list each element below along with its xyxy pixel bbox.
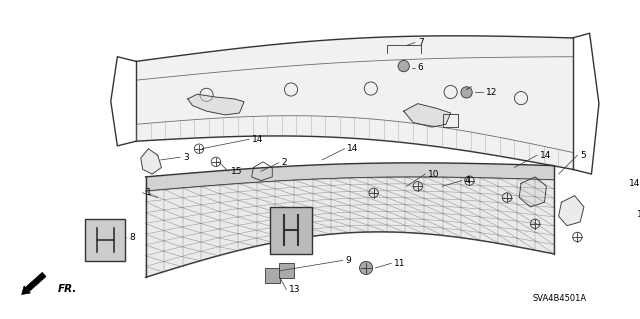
Text: 1: 1 [145,188,151,197]
Bar [443,114,458,127]
Text: FR.: FR. [58,284,77,293]
Text: 6: 6 [418,63,424,72]
Text: 10: 10 [428,170,440,179]
Bar [279,263,294,278]
Text: 7: 7 [418,38,424,47]
Text: 2: 2 [282,158,287,167]
Text: 12: 12 [486,88,498,97]
FancyArrow shape [22,272,46,294]
Polygon shape [559,196,584,226]
Text: SVA4B4501A: SVA4B4501A [532,294,587,303]
Text: 14: 14 [348,144,359,153]
Polygon shape [404,104,451,127]
Text: 14: 14 [629,179,640,188]
Text: 11: 11 [394,259,406,268]
Text: 4: 4 [465,176,470,185]
Bar [265,268,280,283]
Polygon shape [141,149,161,174]
Text: 15: 15 [231,167,243,176]
Bar [85,219,125,261]
Bar [270,207,312,254]
Polygon shape [519,177,547,207]
Text: 15: 15 [637,210,640,219]
Circle shape [398,61,410,72]
Polygon shape [188,94,244,115]
Text: 8: 8 [129,234,135,242]
Text: 13: 13 [289,285,301,294]
Text: 14: 14 [252,135,263,144]
Circle shape [461,87,472,98]
Text: 5: 5 [580,151,586,160]
Circle shape [360,261,372,275]
Text: 14: 14 [540,151,551,160]
Text: 9: 9 [346,256,351,265]
Text: 3: 3 [183,153,189,162]
